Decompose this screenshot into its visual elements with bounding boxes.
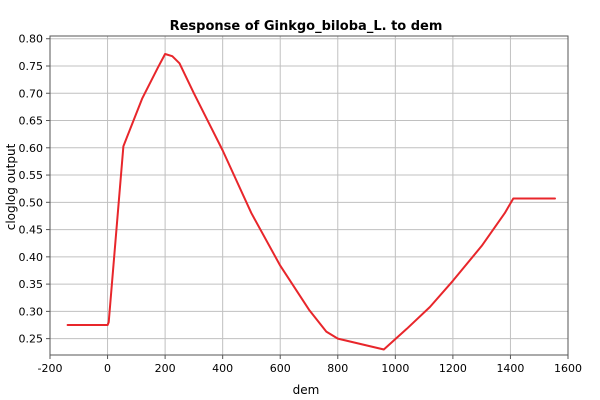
x-tick-label: 1000	[381, 362, 409, 375]
y-tick-label: 0.40	[19, 251, 44, 264]
series-layer	[66, 53, 556, 351]
y-tick-label: 0.35	[19, 278, 44, 291]
y-tick-label: 0.60	[19, 142, 44, 155]
y-tick-label: 0.55	[19, 169, 44, 182]
x-tick-label: 600	[270, 362, 291, 375]
y-tick-label: 0.75	[19, 60, 44, 73]
x-tick-label: 1200	[439, 362, 467, 375]
plot-area	[49, 35, 569, 356]
x-tick-label: 1400	[496, 362, 524, 375]
x-tick-label: 1600	[554, 362, 582, 375]
grid	[49, 36, 569, 355]
axis-ticks: -200 0 200 400 600 800 1000 1200 1400 1600 0.25 0.3…	[19, 33, 583, 375]
y-tick-label: 0.30	[19, 305, 44, 318]
x-axis-label: dem	[293, 383, 320, 397]
y-tick-label: 0.45	[19, 224, 44, 237]
y-tick-label: 0.70	[19, 87, 44, 100]
chart-title: Response of Ginkgo_biloba_L. to dem	[170, 19, 443, 34]
x-tick-label: -200	[38, 362, 63, 375]
y-axis-label: cloglog output	[4, 143, 18, 230]
x-tick-label: 800	[327, 362, 348, 375]
y-tick-label: 0.65	[19, 115, 44, 128]
y-tick-label: 0.50	[19, 196, 44, 209]
y-tick-label: 0.25	[19, 333, 44, 346]
x-tick-label: 400	[212, 362, 233, 375]
y-tick-label: 0.80	[19, 33, 44, 46]
x-tick-label: 0	[104, 362, 111, 375]
response-curve	[66, 53, 556, 351]
x-tick-label: 200	[155, 362, 176, 375]
